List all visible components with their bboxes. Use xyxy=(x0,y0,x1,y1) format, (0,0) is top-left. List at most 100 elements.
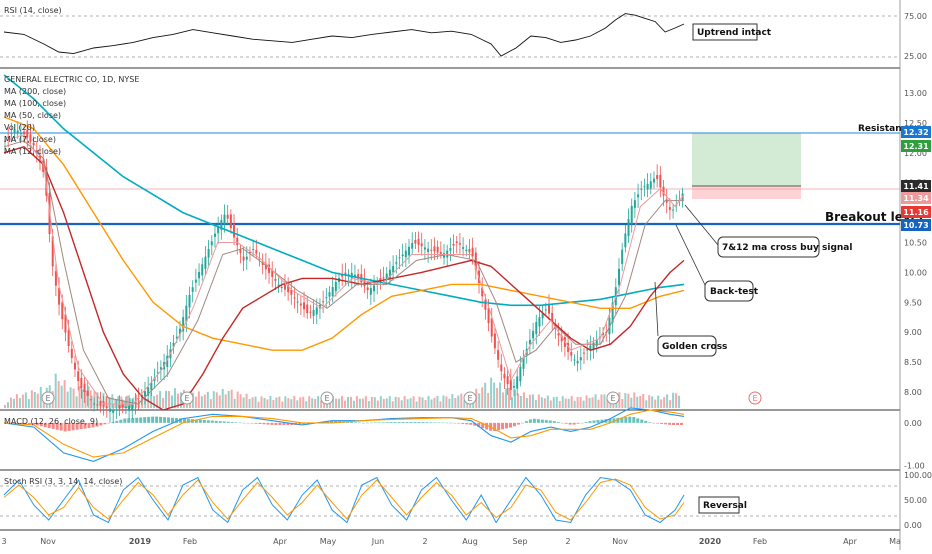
macd-histogram-bar xyxy=(453,422,457,424)
volume-bar xyxy=(9,397,12,408)
macd-histogram-bar xyxy=(353,422,357,423)
macd-histogram-bar xyxy=(469,422,473,425)
candle-body xyxy=(77,371,80,382)
volume-bar xyxy=(69,387,72,408)
candle-body xyxy=(239,249,242,253)
volume-bar xyxy=(382,398,385,408)
volume-bar xyxy=(376,400,379,408)
volume-bar xyxy=(669,400,672,408)
volume-bar xyxy=(111,394,114,408)
candle-body xyxy=(509,379,512,390)
earnings-marker-text: E xyxy=(467,394,472,403)
volume-bar xyxy=(621,399,624,408)
volume-bar xyxy=(558,401,561,408)
volume-bar xyxy=(248,398,251,408)
macd-histogram-bar xyxy=(334,420,338,423)
volume-bar xyxy=(90,395,93,408)
volume-bar xyxy=(442,395,445,408)
macd-histogram-bar xyxy=(95,422,99,427)
note-reversal: Reversal xyxy=(698,496,747,514)
stoch-label: Stoch RSI (3, 3, 14, 14, close) xyxy=(4,477,122,486)
indicator-label-ma100: MA (100, close) xyxy=(4,99,66,108)
macd-histogram-bar xyxy=(91,422,95,428)
macd-histogram-bar xyxy=(576,422,580,424)
macd-histogram-bar xyxy=(369,422,373,424)
candle-body xyxy=(131,404,134,410)
volume-bar xyxy=(433,397,436,408)
macd-histogram-bar xyxy=(445,422,449,424)
candle-body xyxy=(128,405,131,411)
volume-bar xyxy=(379,396,382,408)
volume-bar xyxy=(36,393,39,408)
note-golden-cross-text: Golden cross xyxy=(662,342,727,352)
price-candles xyxy=(4,120,684,424)
candle-body xyxy=(242,256,245,261)
pane-separators xyxy=(0,0,901,550)
candle-body xyxy=(490,318,493,337)
volume-bar xyxy=(352,400,355,408)
price-badge-bg xyxy=(901,180,931,192)
volume-bar xyxy=(24,392,27,408)
price-tick-label: 8.00 xyxy=(904,388,922,397)
candle-body xyxy=(452,243,455,246)
volume-bar xyxy=(203,394,206,408)
candle-body xyxy=(417,238,420,245)
macd-histogram-bar xyxy=(298,422,302,425)
price-tick-label: 12.00 xyxy=(904,149,927,158)
price-tick-label: 10.00 xyxy=(904,268,927,277)
macd-histogram-bar xyxy=(198,419,202,423)
volume-bar xyxy=(200,396,203,408)
volume-bar xyxy=(496,387,499,408)
volume-bars xyxy=(4,373,681,408)
macd-histogram-bar xyxy=(111,422,115,423)
candle-body xyxy=(4,140,6,142)
candle-body xyxy=(115,409,118,411)
macd-histogram-bar xyxy=(178,418,182,423)
ma7-line xyxy=(3,134,685,405)
macd-histogram-bar xyxy=(632,417,636,423)
macd-histogram-bar xyxy=(568,422,572,425)
volume-bar xyxy=(197,391,200,408)
volume-bar xyxy=(585,395,588,408)
volume-bar xyxy=(600,394,603,408)
candle-body xyxy=(261,262,264,265)
macd-histogram-bar xyxy=(409,422,413,423)
candle-body xyxy=(233,224,236,238)
candle-body xyxy=(67,330,70,346)
macd-histogram-bar xyxy=(135,417,139,423)
candle-body xyxy=(484,299,487,310)
macd-histogram-bar xyxy=(373,422,377,424)
volume-bar xyxy=(588,397,591,408)
macd-histogram-bar xyxy=(186,418,190,423)
volume-bar xyxy=(415,401,418,408)
price-badge: 11.34 xyxy=(901,192,931,204)
rsi-pane xyxy=(3,13,685,57)
macd-histogram-bar xyxy=(214,420,218,423)
macd-histogram-bar xyxy=(509,422,513,428)
earnings-marker-text: E xyxy=(184,394,189,403)
macd-histogram-bar xyxy=(501,422,505,430)
candle-body xyxy=(392,265,395,273)
volume-bar xyxy=(531,394,534,408)
macd-signal-line xyxy=(3,409,685,458)
macd-histogram-bar xyxy=(433,422,437,423)
time-tick-label: Ma xyxy=(889,537,901,546)
note-backtest: Back-test xyxy=(675,224,759,302)
candle-body xyxy=(344,272,347,276)
candle-body xyxy=(557,333,560,336)
volume-bar xyxy=(555,396,558,408)
volume-bar xyxy=(546,395,549,408)
macd-histogram-bar xyxy=(349,422,353,423)
earnings-marker-circle xyxy=(748,391,762,405)
rsi-label: RSI (14, close) xyxy=(4,6,62,15)
note-golden-cross: Golden cross xyxy=(654,281,727,357)
price-badge-text: 10.73 xyxy=(903,221,928,230)
candle-body xyxy=(455,241,458,243)
macd-histogram-bar xyxy=(59,422,63,431)
price-tick-label: 12.50 xyxy=(904,119,927,128)
candle-body xyxy=(487,308,490,324)
price-tick-label: 10.50 xyxy=(904,239,927,248)
volume-bar xyxy=(618,392,621,408)
macd-histogram-bar xyxy=(624,417,628,423)
